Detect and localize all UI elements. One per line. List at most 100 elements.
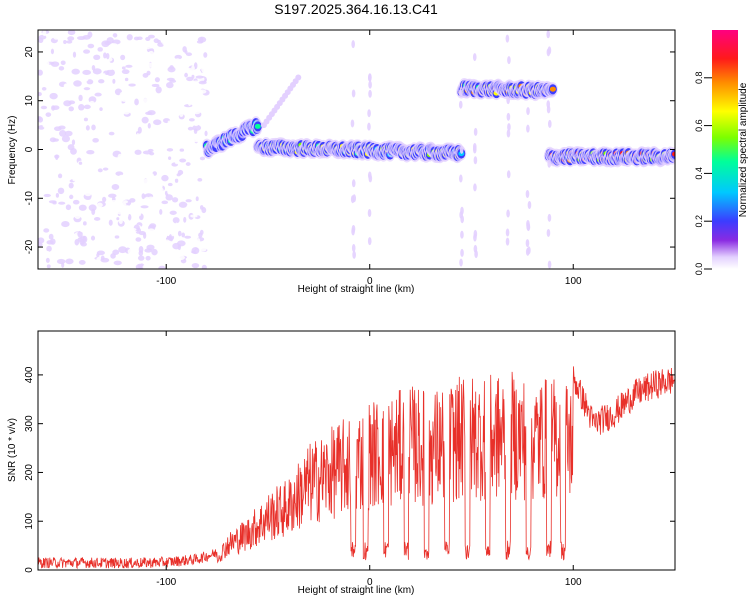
noise-blob (192, 80, 200, 85)
noise-blob (112, 249, 120, 255)
noise-blob (196, 47, 204, 52)
noise-blob (185, 199, 192, 203)
streak-blob (526, 107, 530, 116)
noise-blob (196, 40, 204, 44)
noise-blob (117, 153, 123, 161)
noise-blob (72, 163, 79, 170)
noise-blob (136, 36, 143, 41)
noise-blob (124, 167, 131, 174)
noise-blob (72, 178, 78, 182)
noise-blob (43, 228, 50, 233)
noise-blob (108, 93, 116, 101)
streak-blob (473, 183, 477, 192)
noise-blob (114, 235, 120, 239)
noise-blob (102, 60, 109, 67)
noise-blob (48, 116, 54, 121)
noise-blob (108, 241, 115, 248)
chart-title: S197.2025.364.16.13.C41 (274, 1, 438, 17)
streak-blob (367, 109, 371, 118)
snr-xtick-label: 0 (367, 577, 373, 588)
streak-blob (351, 89, 356, 98)
noise-blob (43, 216, 51, 220)
streak-blob (458, 89, 463, 98)
noise-blob (158, 265, 166, 269)
noise-blob (97, 51, 103, 55)
noise-blob (98, 157, 103, 161)
noise-blob (94, 92, 102, 97)
noise-blob (96, 175, 102, 181)
noise-blob (183, 216, 187, 223)
noise-blob (177, 140, 183, 146)
streak-blob (472, 53, 477, 62)
noise-blob (147, 50, 155, 58)
noise-blob (185, 52, 193, 57)
spectrogram-xlabel: Height of straight line (km) (298, 284, 415, 295)
noise-blob (118, 174, 125, 181)
noise-blob (71, 139, 76, 146)
noise-blob (135, 237, 142, 242)
noise-blob (64, 130, 73, 137)
noise-blob (201, 66, 207, 73)
noise-blob (105, 126, 112, 132)
streak-blob (505, 34, 510, 43)
streak-blob (546, 228, 551, 237)
noise-blob (78, 94, 83, 102)
noise-blob (182, 264, 191, 268)
noise-blob (141, 50, 146, 55)
noise-blob (49, 88, 58, 93)
snr-xtick-label: 100 (565, 577, 582, 588)
noise-blob (186, 204, 193, 209)
noise-blob (71, 174, 76, 180)
noise-blob (91, 120, 98, 126)
noise-blob (177, 230, 182, 237)
noise-blob (174, 58, 181, 64)
noise-blob (38, 237, 45, 244)
noise-blob (121, 69, 130, 75)
noise-blob (136, 61, 140, 66)
noise-blob (194, 136, 201, 142)
streak-blob (473, 127, 478, 136)
noise-blob (125, 177, 130, 182)
noise-blob (113, 260, 122, 266)
noise-blob (170, 31, 180, 35)
noise-blob (125, 64, 133, 68)
noise-blob (38, 190, 47, 195)
noise-blob (142, 73, 149, 78)
spectrogram-ylabel: Frequency (Hz) (7, 116, 18, 185)
noise-blob (199, 56, 204, 60)
streak-blob (459, 258, 463, 267)
streak-blob (367, 237, 372, 246)
noise-blob (112, 78, 116, 84)
noise-blob (42, 121, 51, 129)
colorbar-ticks: 0.0 0.2 0.4 0.6 0.8 (694, 72, 712, 275)
noise-blob (136, 261, 142, 265)
noise-blob (145, 111, 153, 116)
noise-blob (146, 244, 155, 251)
noise-blob (138, 250, 144, 257)
noise-blob (156, 183, 163, 190)
spectrogram-ytick-label: 10 (24, 95, 35, 107)
noise-blob (118, 246, 127, 254)
noise-blob (199, 156, 206, 161)
noise-blob (45, 250, 50, 256)
noise-blob (97, 168, 103, 173)
streak-blob (527, 201, 532, 210)
noise-blob (184, 72, 188, 78)
noise-blob (68, 106, 74, 112)
noise-blob (120, 54, 126, 61)
colorbar-gradient (712, 30, 738, 269)
streak-blob (368, 89, 372, 98)
noise-blob (41, 58, 48, 63)
spectrogram-xtick-label: 0 (367, 276, 373, 287)
noise-blob (83, 49, 91, 54)
noise-blob (133, 202, 140, 210)
noise-blob (55, 192, 60, 198)
streak-blob (351, 179, 356, 188)
noise-blob (42, 40, 48, 45)
noise-blob (141, 154, 148, 161)
noise-blob (132, 211, 142, 218)
noise-blob (148, 100, 152, 107)
noise-blob (70, 110, 80, 116)
noise-blob (61, 221, 70, 228)
